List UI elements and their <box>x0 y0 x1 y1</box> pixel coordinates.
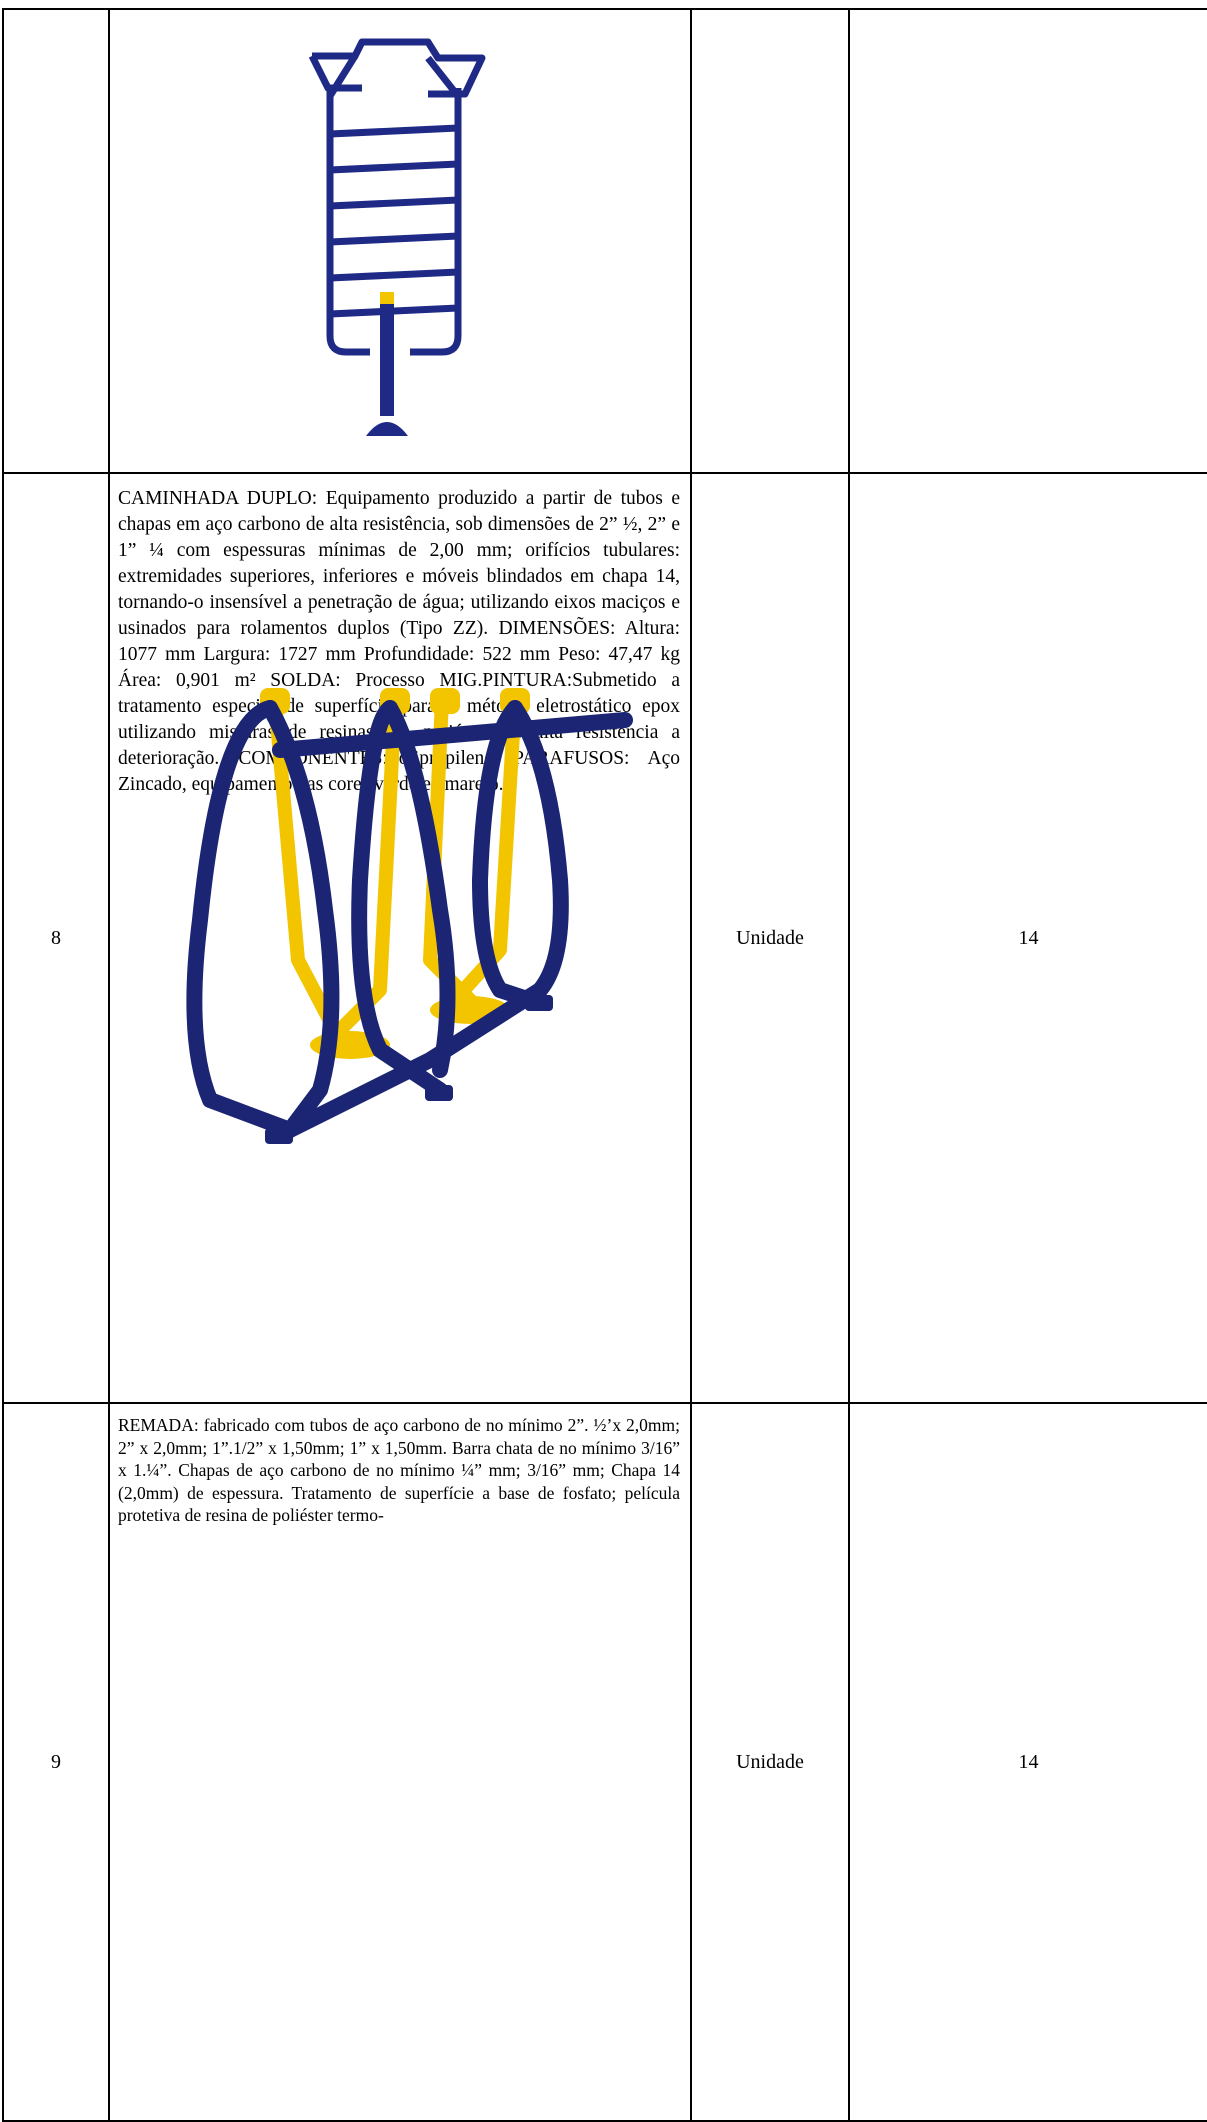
item-number: 8 <box>51 926 61 949</box>
page: 8 Unidade 14 CAMINHADA DUPLO: Equipament… <box>2 8 1207 2122</box>
cell: 9 <box>2 1402 110 2122</box>
unit: Unidade <box>736 1750 804 1773</box>
cell: 8 <box>2 472 110 1404</box>
description: REMADA: fabricado com tubos de aço carbo… <box>118 1415 680 1525</box>
cell: 14 <box>848 1402 1207 2122</box>
item-number: 9 <box>51 1750 61 1773</box>
cell <box>690 8 850 474</box>
ladder-image <box>308 38 486 436</box>
quantity: 14 <box>1018 926 1039 949</box>
unit: Unidade <box>736 926 804 949</box>
cell: Unidade <box>690 1402 850 2122</box>
cell: 14 <box>848 472 1207 1404</box>
cell <box>2 8 110 474</box>
cell: Unidade <box>690 472 850 1404</box>
quantity: 14 <box>1018 1750 1039 1773</box>
cell <box>848 8 1207 474</box>
walker-image <box>186 688 633 1144</box>
